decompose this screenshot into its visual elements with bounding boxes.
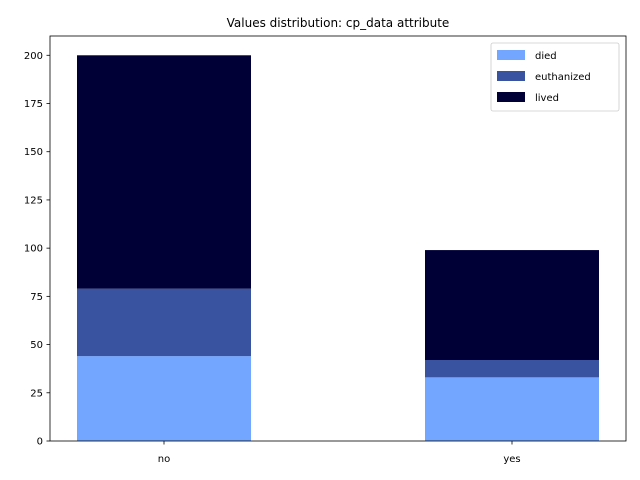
x-axis: no yes [158, 441, 521, 465]
y-axis: 0 25 50 75 100 125 150 175 200 [24, 51, 50, 448]
legend-label-lived: lived [535, 93, 559, 104]
legend: died euthanized lived [490, 42, 620, 112]
legend-swatch-died [497, 50, 525, 60]
plot-frame [49, 35, 627, 442]
y-tick-label: 25 [30, 388, 43, 399]
y-tick-label: 200 [24, 51, 43, 62]
chart-title: Values distribution: cp_data attribute [227, 16, 450, 30]
x-tick-label: yes [503, 454, 520, 465]
y-tick-label: 150 [24, 147, 43, 158]
bar-euthanized-yes [425, 360, 599, 378]
y-tick-label: 75 [30, 292, 43, 303]
legend-label-euthanized: euthanized [535, 72, 591, 83]
bar-lived-no [77, 55, 251, 289]
legend-swatch-lived [497, 92, 525, 102]
y-tick-label: 175 [24, 99, 43, 110]
legend-swatch-euthanized [497, 71, 525, 81]
bar-euthanized-no [77, 288, 251, 357]
x-tick-label: no [158, 454, 170, 465]
bar-lived-yes [425, 250, 599, 360]
bar-died-no [77, 356, 251, 441]
bar-died-yes [425, 377, 599, 441]
y-tick-label: 0 [37, 437, 43, 448]
legend-label-died: died [535, 51, 557, 62]
bars-group [77, 55, 599, 441]
y-tick-label: 100 [24, 244, 43, 255]
y-tick-label: 125 [24, 195, 43, 206]
y-tick-label: 50 [30, 340, 43, 351]
